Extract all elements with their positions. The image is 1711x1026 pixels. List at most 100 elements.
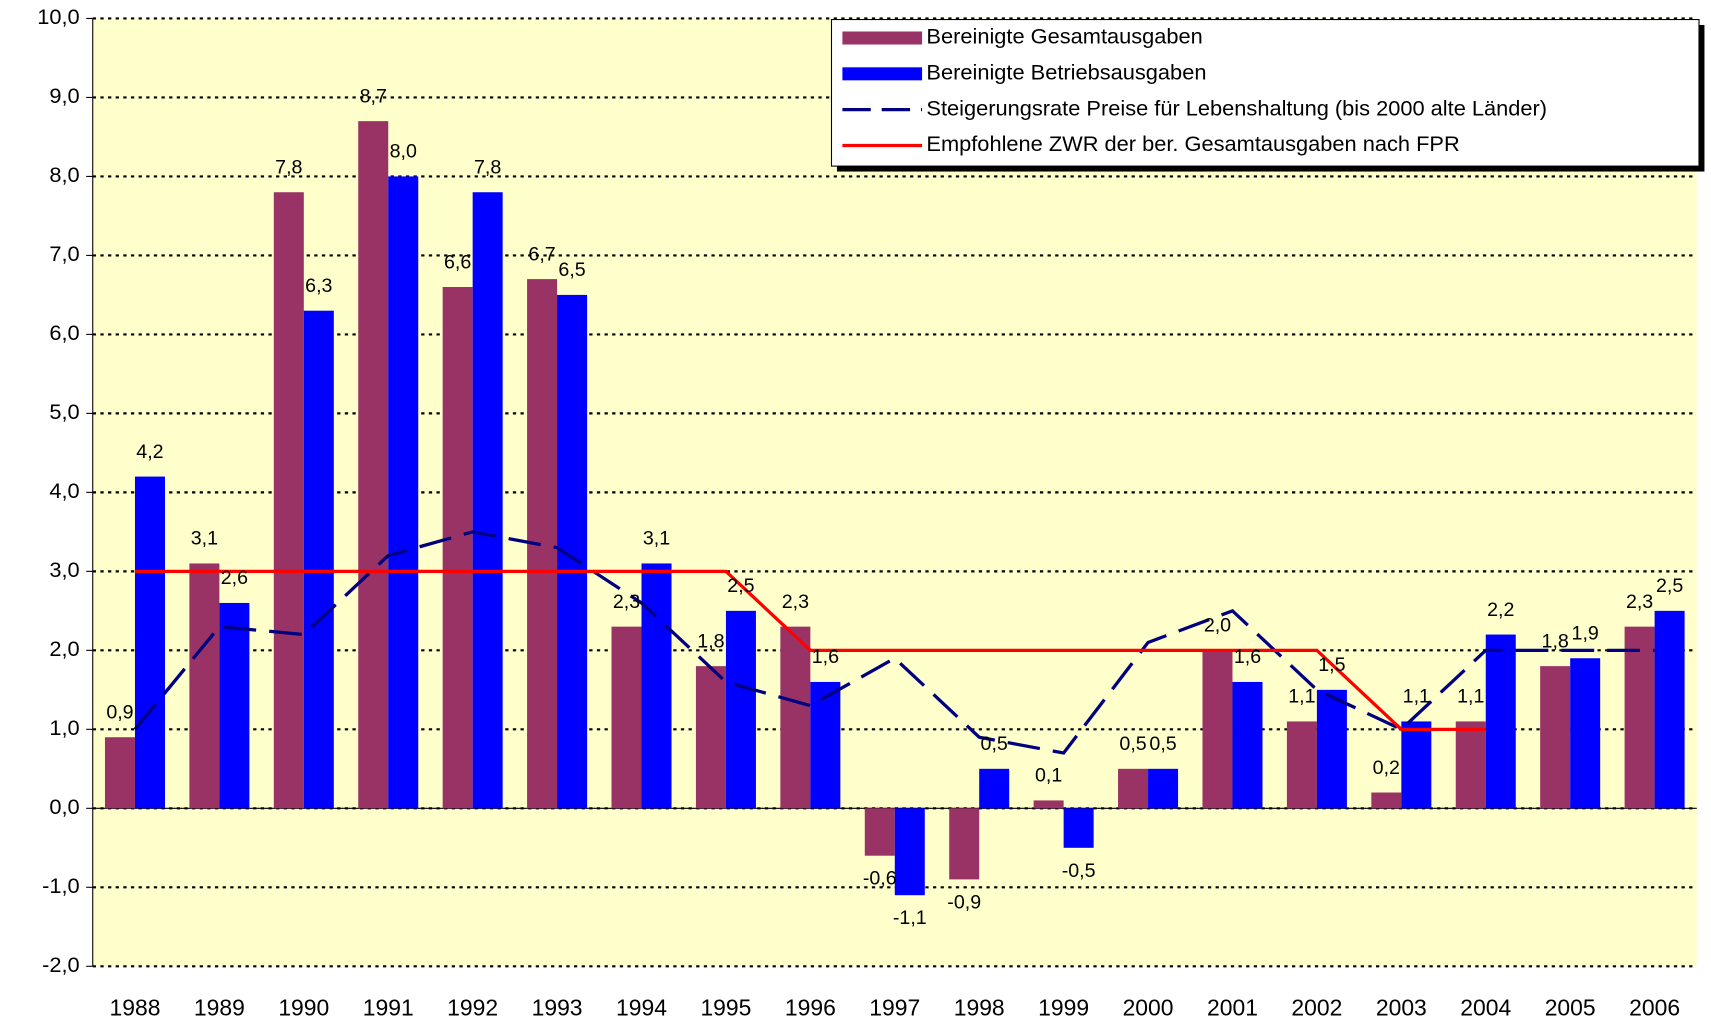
bar — [219, 602, 250, 809]
bar — [1148, 768, 1179, 809]
bar — [1202, 650, 1233, 809]
x-tick-label: 1989 — [194, 995, 245, 1021]
bar — [864, 808, 895, 856]
bar — [134, 476, 165, 809]
bar — [1455, 721, 1486, 809]
bar — [1286, 721, 1317, 809]
legend-label: Steigerungsrate Preise für Lebenshaltung… — [926, 95, 1547, 120]
data-label: 6,3 — [305, 275, 332, 297]
data-label: 7,8 — [474, 157, 501, 179]
bar — [810, 681, 841, 809]
bar — [1624, 626, 1655, 809]
bar — [894, 808, 925, 896]
y-tick-label: 5,0 — [49, 399, 79, 424]
data-label: 1,6 — [812, 646, 839, 668]
data-label: 2,3 — [782, 591, 809, 613]
legend-swatch — [842, 31, 923, 45]
data-label: 6,6 — [444, 251, 471, 273]
data-label: 2,5 — [727, 575, 754, 597]
y-tick-label: 3,0 — [49, 557, 79, 582]
x-tick-label: 2001 — [1207, 995, 1258, 1021]
data-label: 0,2 — [1373, 757, 1400, 779]
line-series — [133, 530, 1655, 755]
y-tick-label: -1,0 — [42, 873, 80, 898]
data-label: 2,0 — [1204, 615, 1231, 637]
bar — [1118, 768, 1149, 809]
data-label: -0,5 — [1062, 860, 1096, 882]
x-tick-label: 1990 — [278, 995, 329, 1021]
data-label: -1,1 — [893, 907, 927, 929]
data-label: 6,7 — [528, 243, 555, 265]
bar — [303, 310, 334, 809]
bar — [472, 192, 503, 809]
x-tick-label: 2002 — [1291, 995, 1342, 1021]
y-tick-label: 1,0 — [49, 715, 79, 740]
x-tick-label: 1995 — [700, 995, 751, 1021]
bar — [442, 287, 473, 809]
bar — [189, 563, 220, 809]
data-label: 2,5 — [1656, 575, 1683, 597]
legend-label: Bereinigte Gesamtausgaben — [926, 24, 1202, 49]
bar — [1654, 610, 1685, 809]
data-label: 8,0 — [390, 141, 417, 163]
bar — [725, 610, 756, 809]
legend-box — [830, 19, 1700, 167]
x-tick-label: 2000 — [1123, 995, 1174, 1021]
bar — [104, 737, 135, 809]
y-tick-label: 7,0 — [49, 241, 79, 266]
x-tick-label: 1991 — [363, 995, 414, 1021]
bar — [273, 192, 304, 809]
y-tick-label: 2,0 — [49, 636, 79, 661]
x-tick-label: 2006 — [1629, 995, 1680, 1021]
data-label: 6,5 — [558, 259, 585, 281]
bar — [780, 626, 811, 809]
data-label: 2,2 — [1487, 599, 1514, 621]
data-label: 1,1 — [1403, 686, 1430, 708]
data-label: 4,2 — [136, 441, 163, 463]
bar — [1371, 792, 1402, 809]
bar — [641, 563, 672, 809]
data-label: 0,5 — [1119, 733, 1146, 755]
x-tick-label: 1999 — [1038, 995, 1089, 1021]
data-label: 0,5 — [1149, 733, 1176, 755]
bar — [1401, 721, 1432, 809]
x-tick-label: 1998 — [954, 995, 1005, 1021]
x-tick-label: 2004 — [1460, 995, 1511, 1021]
legend-swatch — [842, 67, 923, 81]
data-label: 3,1 — [643, 528, 670, 550]
x-tick-label: 2003 — [1376, 995, 1427, 1021]
x-tick-label: 1994 — [616, 995, 667, 1021]
data-label: 1,5 — [1318, 654, 1345, 676]
bar — [1232, 681, 1263, 809]
x-tick-label: 1992 — [447, 995, 498, 1021]
y-tick-label: 10,0 — [37, 4, 79, 29]
y-tick-label: 0,0 — [49, 794, 79, 819]
y-tick-label: 4,0 — [49, 478, 79, 503]
data-label: 8,7 — [360, 85, 387, 107]
data-label: 1,8 — [697, 630, 724, 652]
x-tick-label: 2005 — [1545, 995, 1596, 1021]
bar — [388, 176, 419, 809]
x-tick-label: 1988 — [109, 995, 160, 1021]
x-tick-label: 1997 — [869, 995, 920, 1021]
bar — [1063, 808, 1094, 848]
data-label: 1,1 — [1457, 686, 1484, 708]
bar — [1485, 634, 1516, 809]
bar — [358, 121, 389, 809]
data-label: 2,3 — [1626, 591, 1653, 613]
y-tick-label: 9,0 — [49, 83, 79, 108]
bar — [1540, 666, 1571, 809]
data-label: 0,9 — [106, 702, 133, 724]
bar — [949, 808, 980, 880]
data-label: 3,1 — [191, 528, 218, 550]
data-label: -0,9 — [947, 891, 981, 913]
data-label: 2,3 — [613, 591, 640, 613]
bar — [1570, 658, 1601, 809]
data-label: 0,5 — [981, 733, 1008, 755]
line-series — [134, 569, 1486, 731]
x-tick-label: 1996 — [785, 995, 836, 1021]
y-tick-label: -2,0 — [42, 952, 80, 977]
data-label: 1,1 — [1288, 686, 1315, 708]
bar — [1033, 800, 1064, 809]
